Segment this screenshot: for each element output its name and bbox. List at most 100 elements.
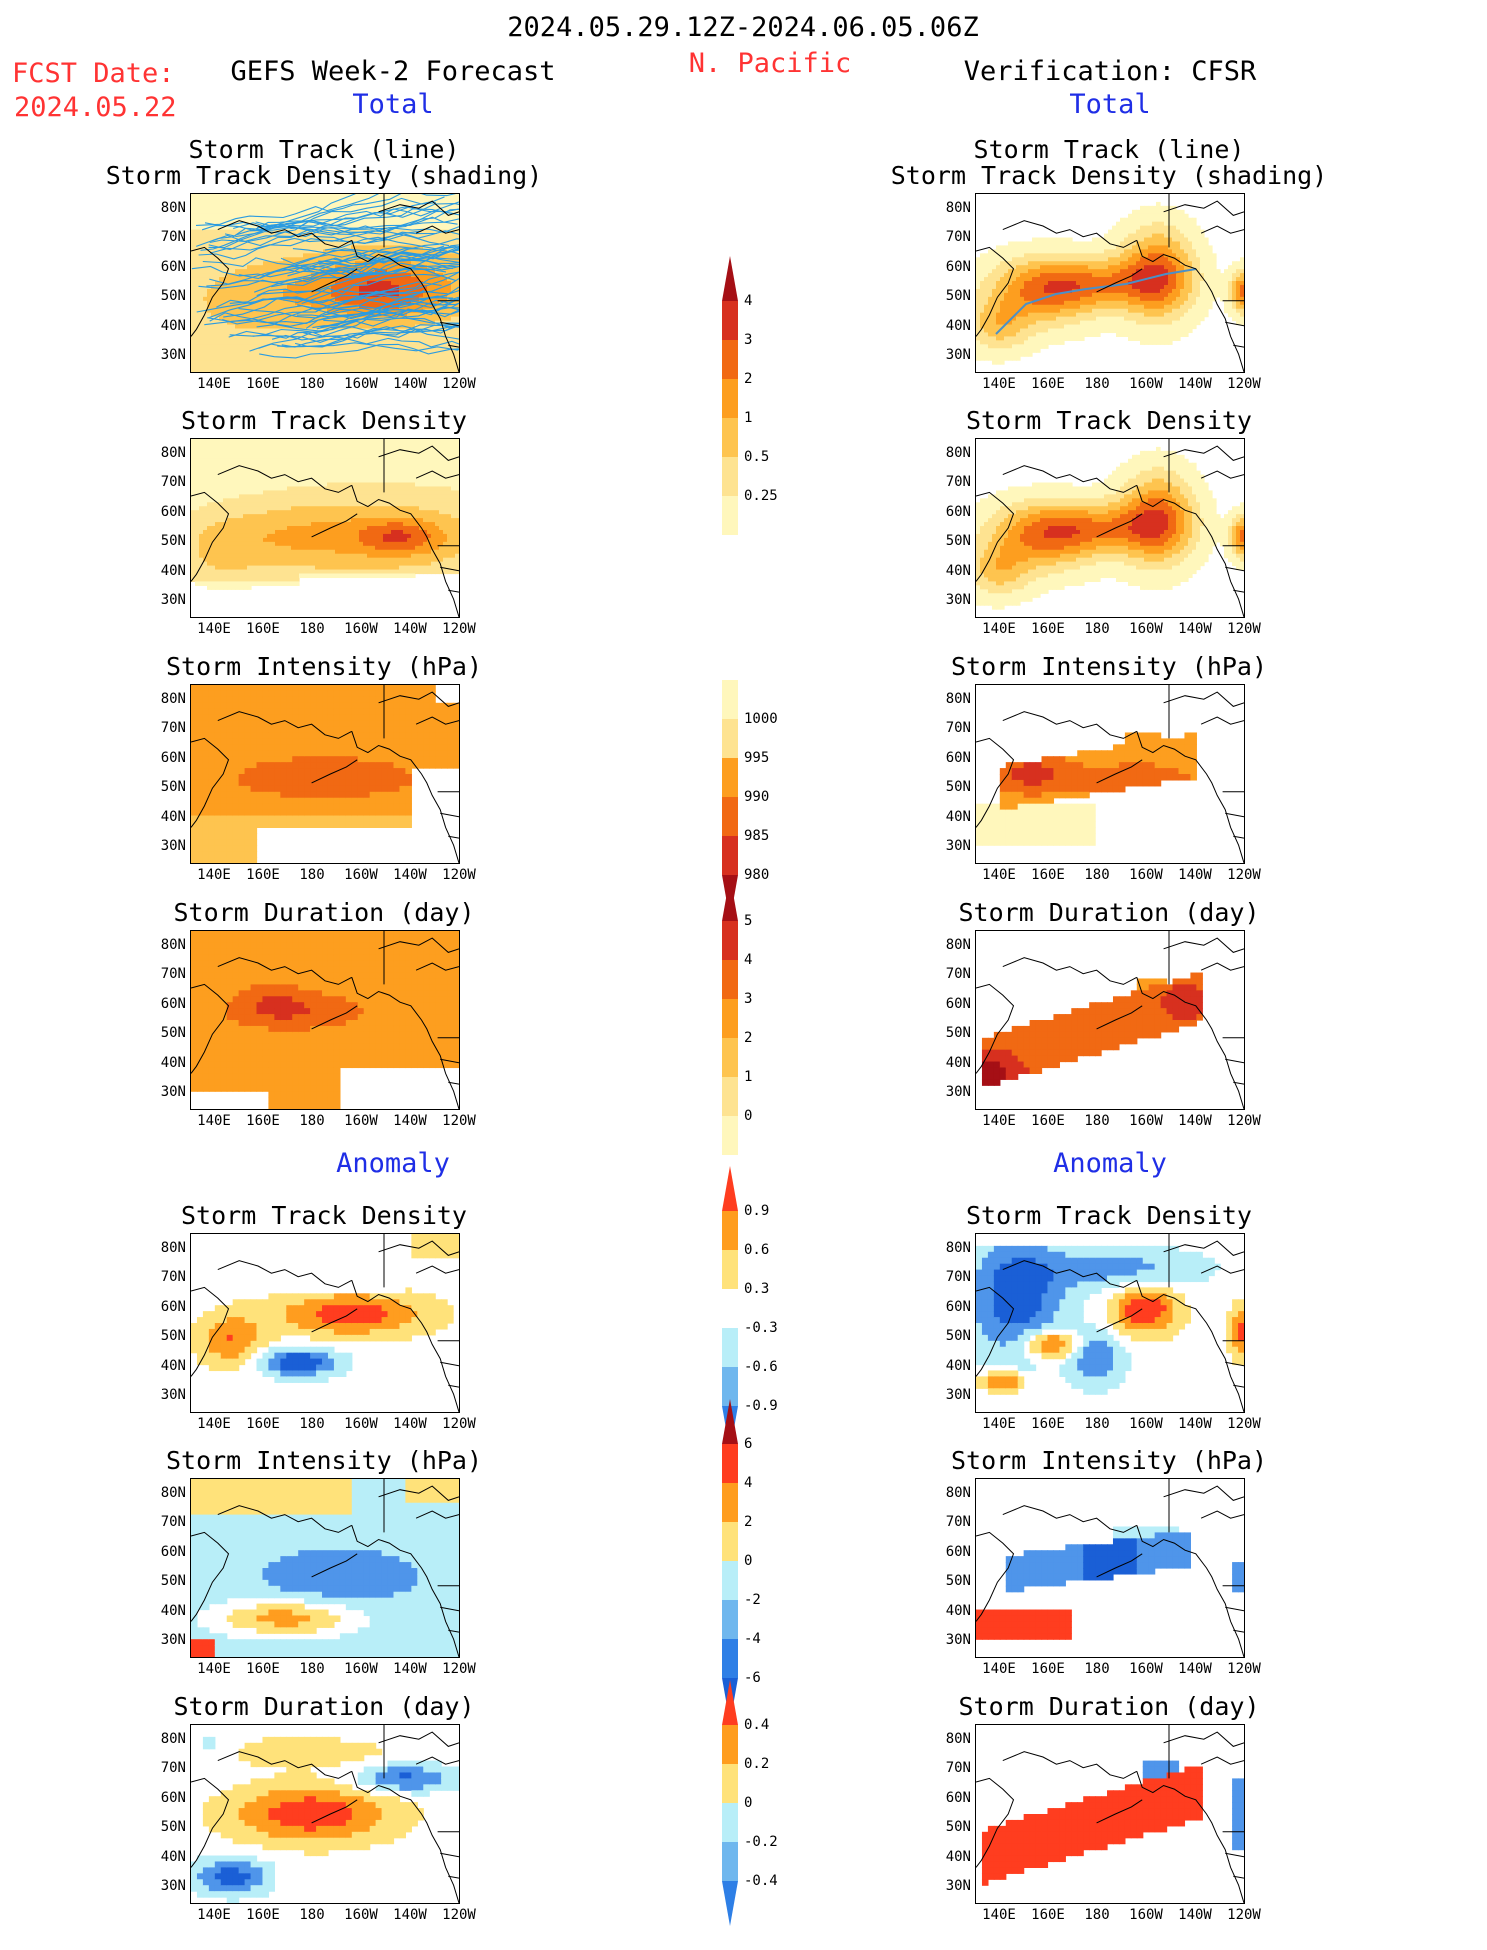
- colorbar-label: -0.3: [744, 1321, 778, 1335]
- verification-total-label: Total: [1069, 91, 1150, 118]
- colorbar-label: 4: [744, 294, 752, 308]
- map-plot: [190, 930, 460, 1110]
- lat-tick-label: 40N: [161, 319, 186, 333]
- lat-tick-label: 30N: [946, 348, 971, 362]
- lon-tick-label: 160E: [246, 622, 280, 636]
- lon-tick-label: 140E: [197, 1662, 231, 1676]
- colorbar-label: 1000: [744, 712, 778, 726]
- lon-tick-label: 120W: [442, 1662, 476, 1676]
- lat-tick-label: 60N: [161, 1791, 186, 1805]
- coastline: [1225, 813, 1244, 817]
- lon-tick-label: 140W: [393, 377, 427, 391]
- fcst-date: 2024.05.22: [14, 94, 177, 121]
- lon-tick-label: 140W: [393, 1417, 427, 1431]
- lon-tick-label: 140E: [982, 1417, 1016, 1431]
- lon-tick-label: 160E: [246, 868, 280, 882]
- lon-tick-label: 140E: [982, 1114, 1016, 1128]
- lon-tick-label: 180: [1084, 1114, 1109, 1128]
- lat-tick-label: 40N: [946, 1604, 971, 1618]
- lon-tick-label: 160W: [1129, 1662, 1163, 1676]
- lat-tick-label: 40N: [161, 810, 186, 824]
- lat-tick-label: 60N: [161, 260, 186, 274]
- lat-tick-label: 50N: [161, 534, 186, 548]
- colorbar-swatch: [722, 256, 738, 301]
- map-plot: [975, 684, 1245, 864]
- coastline: [1225, 1607, 1244, 1611]
- lon-tick-label: 160W: [344, 377, 378, 391]
- lat-tick-label: 60N: [161, 1300, 186, 1314]
- lon-tick-label: 160E: [246, 377, 280, 391]
- verification-column-title: Verification: CFSR: [964, 58, 1257, 85]
- colorbar-swatch: [722, 1561, 738, 1600]
- lon-tick-label: 160E: [1031, 377, 1065, 391]
- lat-tick-label: 60N: [946, 1300, 971, 1314]
- colorbar-swatch: [722, 1289, 738, 1328]
- lon-tick-label: 160E: [1031, 1417, 1065, 1431]
- lat-tick-label: 50N: [946, 1574, 971, 1588]
- forecast-column-title: GEFS Week-2 Forecast: [230, 58, 555, 85]
- map-plot: [190, 1233, 460, 1413]
- panel-title: Storm Intensity (hPa): [166, 1448, 482, 1473]
- map-plot: [975, 193, 1245, 373]
- colorbar-label: 0.25: [744, 489, 778, 503]
- colorbar-swatch: [722, 1680, 738, 1725]
- colorbar-swatch: [722, 1483, 738, 1522]
- lat-tick-label: 70N: [946, 967, 971, 981]
- lat-tick-label: 80N: [161, 938, 186, 952]
- colorbar-label: 4: [744, 953, 752, 967]
- coastline: [1225, 1853, 1244, 1857]
- lat-tick-label: 50N: [946, 1026, 971, 1040]
- lon-tick-label: 180: [299, 1908, 324, 1922]
- coastline: [440, 813, 459, 817]
- lat-tick-label: 70N: [946, 1270, 971, 1284]
- colorbar-label: -4: [744, 1632, 761, 1646]
- colorbar-label: 2: [744, 1031, 752, 1045]
- lat-tick-label: 60N: [161, 505, 186, 519]
- panel-title: Storm Duration (day): [173, 1694, 474, 1719]
- colorbar-swatch: [722, 340, 738, 379]
- map-plot: [975, 1478, 1245, 1658]
- panel-title: Storm Intensity (hPa): [166, 654, 482, 679]
- coastline: [1201, 471, 1244, 478]
- lon-tick-label: 160W: [1129, 1417, 1163, 1431]
- coastline: [1164, 692, 1244, 706]
- lon-tick-label: 140E: [982, 1908, 1016, 1922]
- lon-tick-label: 180: [1084, 1417, 1109, 1431]
- lat-tick-label: 30N: [946, 1388, 971, 1402]
- panel-title: Storm Track Density: [966, 408, 1252, 433]
- colorbar-swatch: [722, 379, 738, 418]
- lat-tick-label: 70N: [946, 1515, 971, 1529]
- lon-tick-label: 160W: [1129, 1114, 1163, 1128]
- lat-tick-label: 80N: [946, 938, 971, 952]
- lon-tick-label: 120W: [442, 377, 476, 391]
- lon-tick-label: 140E: [197, 622, 231, 636]
- lat-tick-label: 60N: [946, 1791, 971, 1805]
- lon-tick-label: 160W: [1129, 377, 1163, 391]
- lat-tick-label: 70N: [946, 230, 971, 244]
- map-plot: [975, 930, 1245, 1110]
- lat-tick-label: 50N: [946, 289, 971, 303]
- lon-tick-label: 140E: [197, 1417, 231, 1431]
- lon-tick-label: 160E: [1031, 868, 1065, 882]
- lon-tick-label: 180: [299, 868, 324, 882]
- lat-tick-label: 40N: [161, 1604, 186, 1618]
- forecast-total-label: Total: [352, 91, 433, 118]
- lon-tick-label: 140W: [393, 1114, 427, 1128]
- coastline: [379, 1732, 459, 1746]
- lon-tick-label: 120W: [1227, 1417, 1261, 1431]
- lon-tick-label: 160E: [1031, 1908, 1065, 1922]
- lat-tick-label: 40N: [946, 564, 971, 578]
- colorbar-label: 2: [744, 1515, 752, 1529]
- map-plot: [190, 438, 460, 618]
- lat-tick-label: 70N: [946, 721, 971, 735]
- lat-tick-label: 70N: [161, 475, 186, 489]
- lon-tick-label: 120W: [442, 868, 476, 882]
- colorbar-swatch: [722, 1803, 738, 1842]
- lon-tick-label: 160E: [1031, 1114, 1065, 1128]
- lat-tick-label: 60N: [946, 260, 971, 274]
- lon-tick-label: 160W: [1129, 868, 1163, 882]
- colorbar-swatch: [722, 1399, 738, 1444]
- lat-tick-label: 30N: [946, 1633, 971, 1647]
- lon-tick-label: 160W: [344, 1908, 378, 1922]
- panel-title: Storm Track Density: [181, 408, 467, 433]
